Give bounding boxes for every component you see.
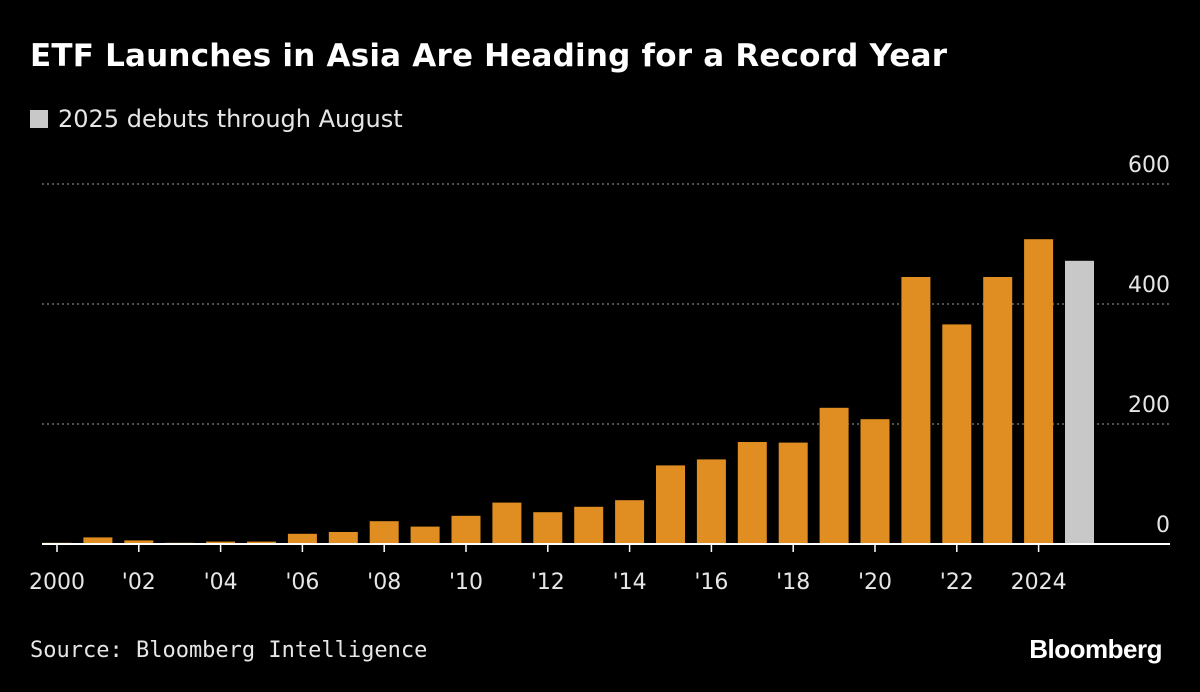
bar-2023 [983,277,1013,544]
bar-2001 [83,537,113,544]
bar-2021 [901,277,931,544]
bar-2016 [696,459,726,544]
x-tick-label: '22 [940,570,974,595]
bar-2017 [737,442,767,544]
x-tick-label: 2000 [29,570,85,595]
x-tick-label: '20 [858,570,892,595]
x-tick-label: '14 [613,570,647,595]
chart-title: ETF Launches in Asia Are Heading for a R… [30,38,948,74]
legend-swatch [30,110,48,128]
brand-logo: Bloomberg [1029,634,1162,664]
bar-2018 [778,442,808,544]
y-axis-labels: 0 200 400 600 [1128,153,1170,538]
grid-lines [42,183,1170,425]
x-tick-label: '12 [531,570,565,595]
y-tick-label: 200 [1128,393,1170,418]
x-tick-label: '04 [204,570,238,595]
chart-legend: 2025 debuts through August [30,105,403,133]
y-tick-label: 400 [1128,273,1170,298]
y-tick-label: 600 [1128,153,1170,178]
y-tick-label: 0 [1156,513,1170,538]
x-tick-label: '06 [285,570,319,595]
bar-2005 [247,541,276,544]
bar-2004 [206,541,236,544]
bar-2013 [574,506,604,544]
bar-2020 [860,419,890,544]
x-tick-label: '18 [776,570,810,595]
legend-label: 2025 debuts through August [58,105,403,133]
bar-2008 [369,521,399,544]
bar-2011 [492,502,522,544]
bar-2014 [615,500,645,544]
bar-2010 [451,515,481,544]
x-tick-label: 2024 [1011,570,1067,595]
bar-2022 [942,324,972,544]
bar-2015 [656,465,685,544]
bar-2006 [287,533,317,544]
bar-2007 [328,532,358,544]
x-tick-label: '02 [122,570,156,595]
bars [42,239,1094,544]
x-tick-label: '10 [449,570,483,595]
x-axis: 2000 '02 '04 '06 '08 '10 '12 '14 '16 '18 '20 '22 202… [29,543,1170,595]
source-note: Source: Bloomberg Intelligence [30,638,428,663]
bar-2019 [819,407,849,544]
x-tick-label: '08 [367,570,401,595]
bar-2012 [533,512,563,544]
bar-2002 [124,540,154,544]
bar-2025 [1065,260,1094,544]
bar-2009 [410,526,440,544]
x-tick-label: '16 [694,570,728,595]
bar-2024 [1024,239,1054,544]
